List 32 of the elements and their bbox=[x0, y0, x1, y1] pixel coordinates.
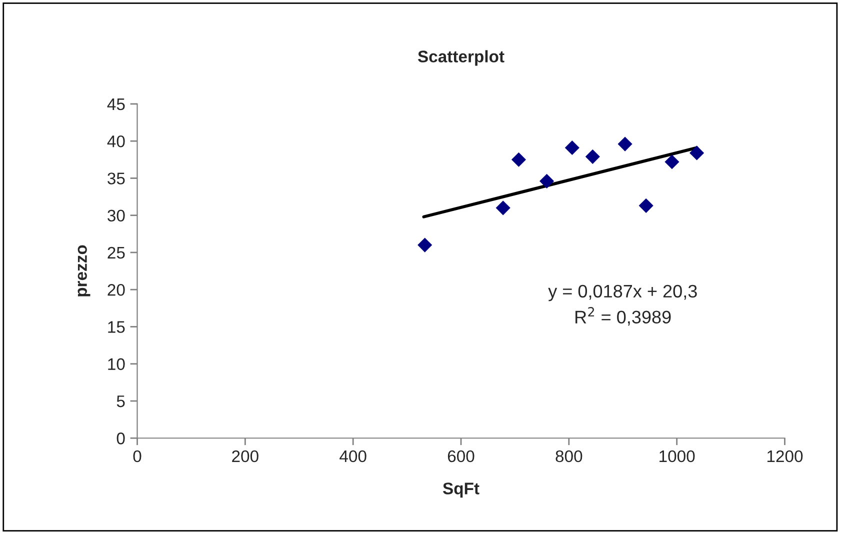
x-axis-title: SqFt bbox=[442, 482, 480, 498]
y-tick-label: 0 bbox=[116, 432, 125, 444]
chart-title: Scatterplot bbox=[418, 50, 504, 66]
x-tick-label: 1200 bbox=[767, 450, 803, 462]
y-tick-label: 35 bbox=[108, 172, 125, 184]
x-tick-label: 1000 bbox=[660, 450, 695, 462]
point bbox=[638, 198, 654, 213]
point bbox=[418, 238, 432, 252]
annotation: y = 0,0187x + 20,3 bbox=[548, 284, 697, 302]
point bbox=[564, 140, 580, 156]
x-tick-label: 0 bbox=[133, 450, 142, 462]
y-tick-label: 20 bbox=[108, 284, 125, 296]
y-tick-label: 5 bbox=[116, 396, 125, 408]
y-tick-label: 30 bbox=[108, 210, 125, 222]
x-tick-label: 400 bbox=[340, 450, 366, 462]
y-tick-label: 15 bbox=[108, 321, 125, 333]
point bbox=[618, 136, 632, 152]
point bbox=[690, 146, 704, 160]
x-tick-label: 200 bbox=[232, 450, 258, 462]
y-tick-label: 45 bbox=[107, 98, 125, 110]
point bbox=[540, 174, 554, 188]
y-tick-label: 25 bbox=[108, 246, 125, 259]
y-axis-title: prezzo bbox=[78, 245, 90, 296]
point bbox=[496, 200, 510, 216]
y-tick-label: 40 bbox=[107, 135, 125, 148]
y-tick-label: 10 bbox=[108, 358, 125, 370]
point bbox=[585, 149, 600, 164]
point bbox=[664, 154, 680, 170]
annotation: R$^{2}$ = 0,3989 bbox=[576, 307, 671, 326]
x-tick-label: 800 bbox=[556, 450, 582, 462]
x-tick-label: 600 bbox=[448, 450, 474, 462]
point bbox=[511, 152, 526, 167]
